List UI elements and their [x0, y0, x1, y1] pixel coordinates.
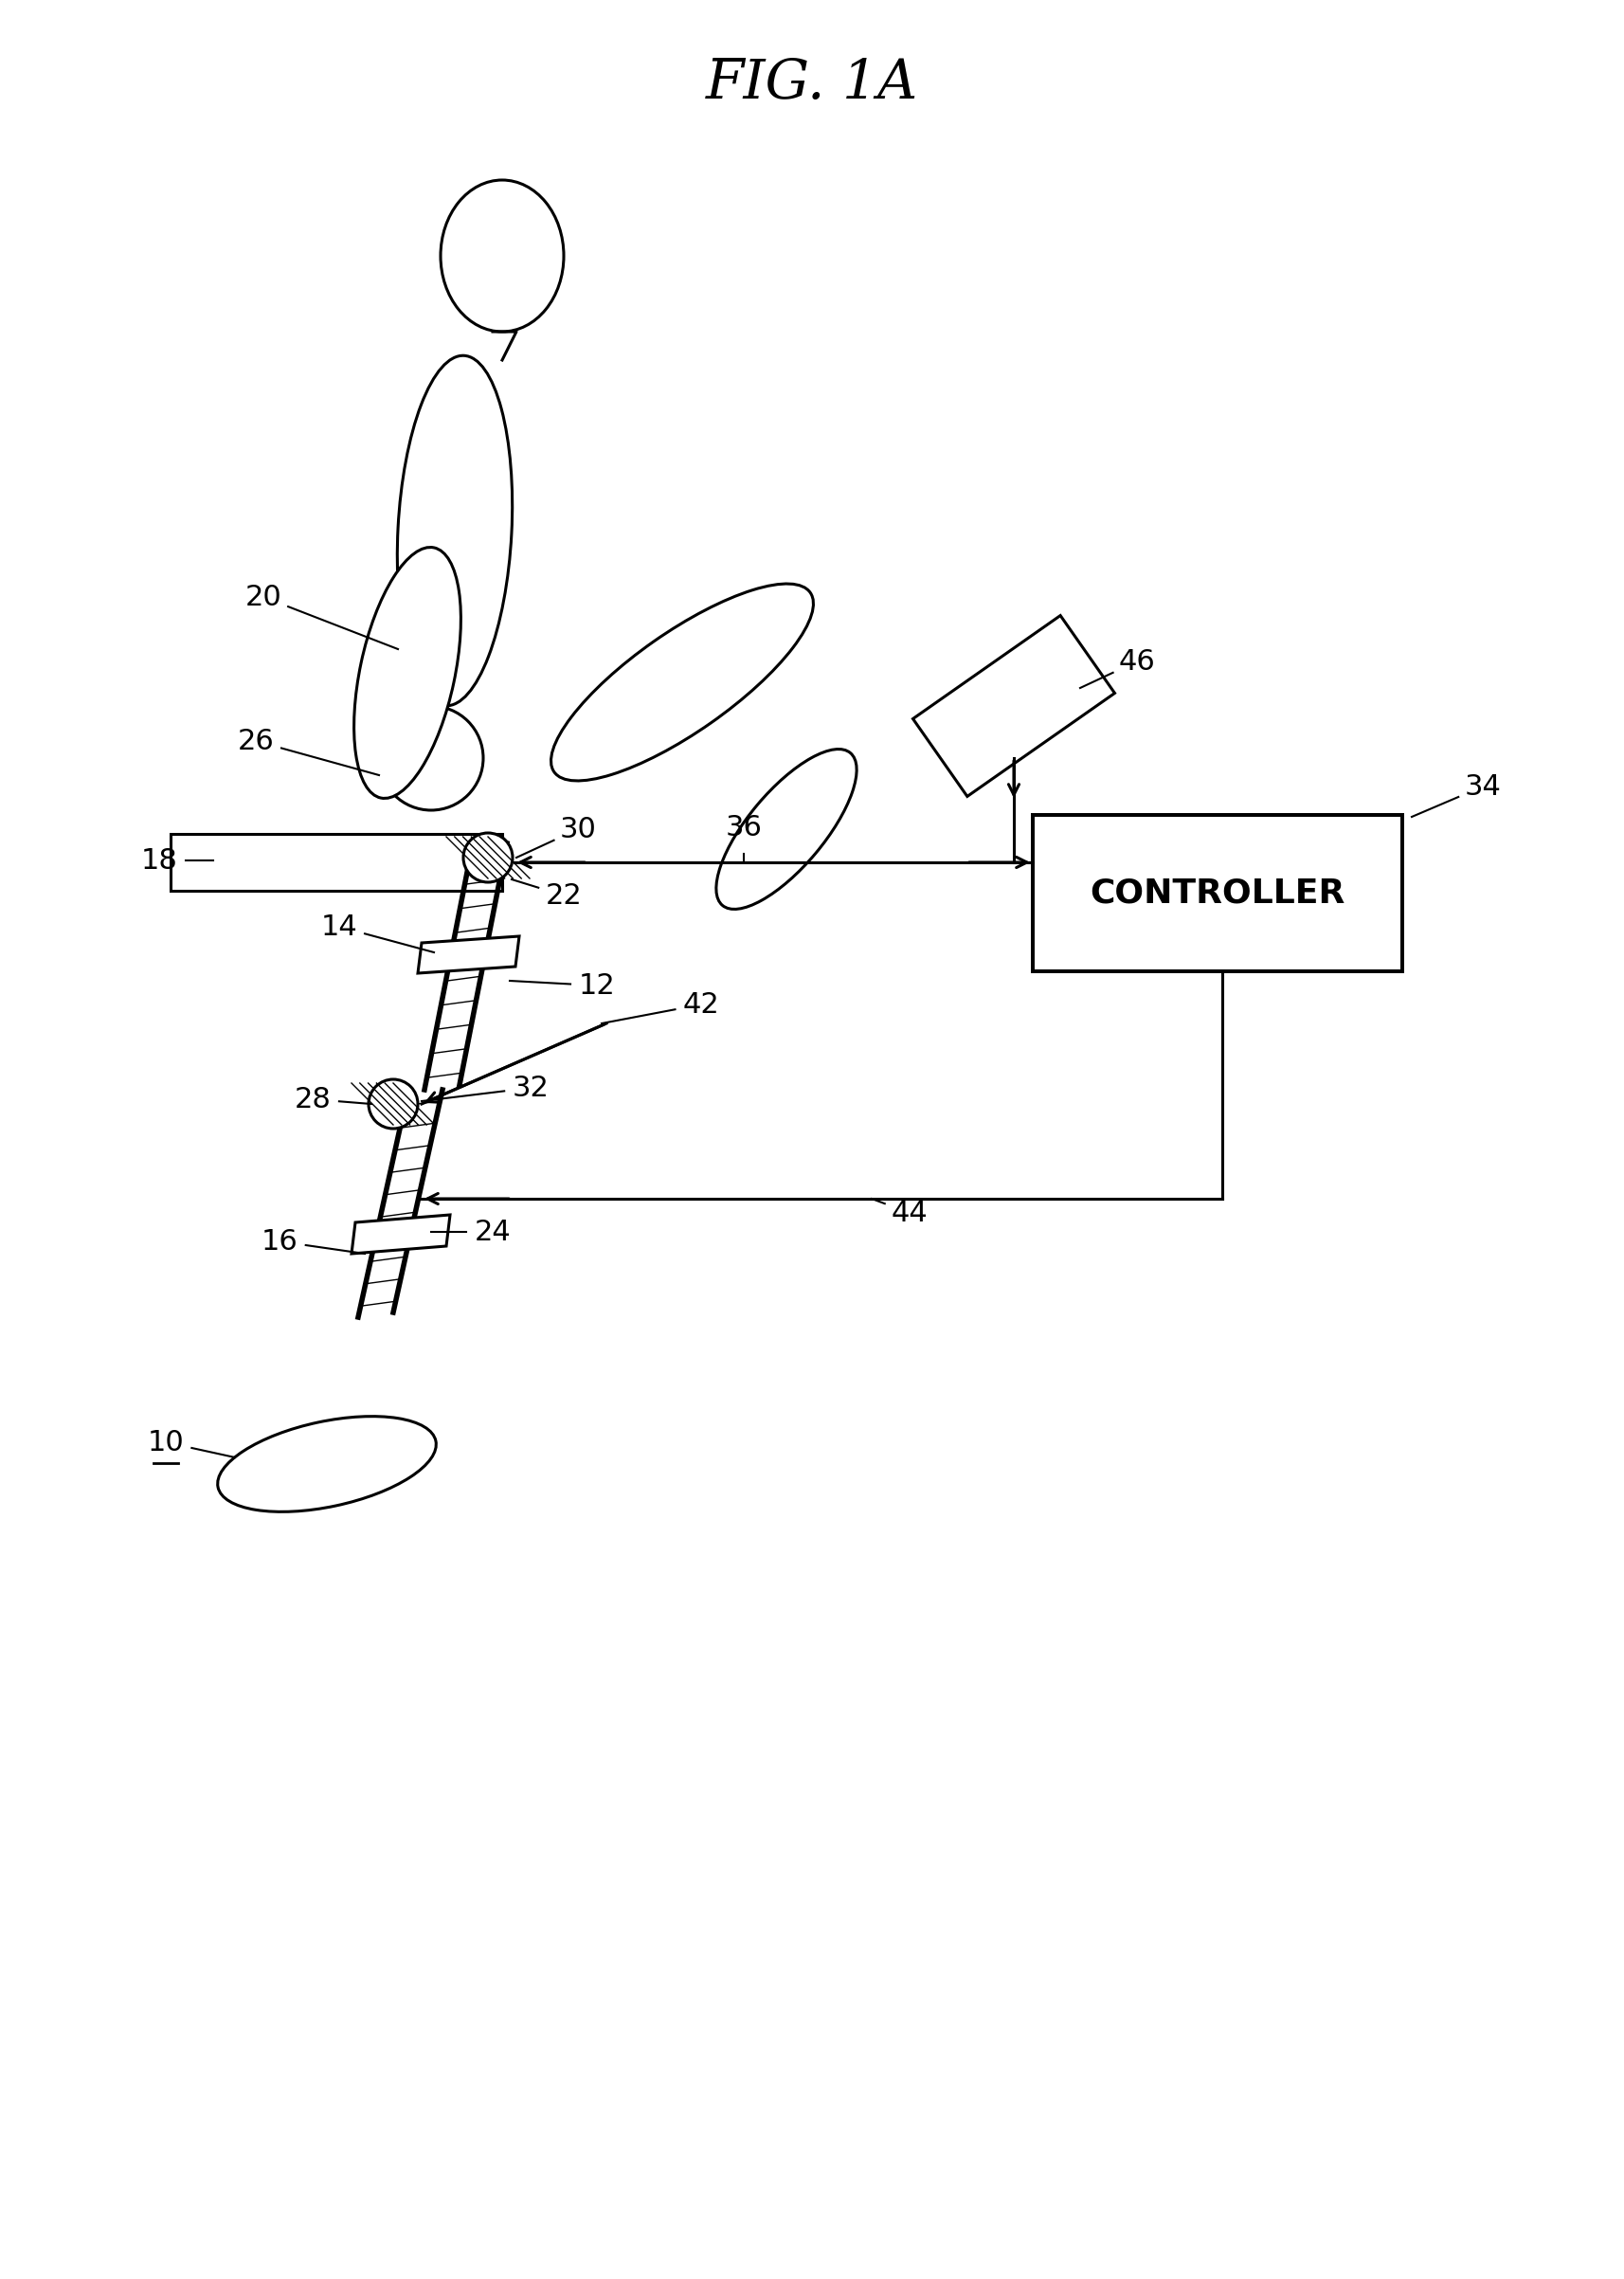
- Text: 18: 18: [141, 848, 177, 875]
- Text: 42: 42: [682, 991, 719, 1019]
- Text: 10: 10: [148, 1429, 184, 1456]
- Bar: [1033, 816, 1402, 971]
- Ellipse shape: [354, 547, 461, 798]
- Text: 44: 44: [890, 1199, 927, 1226]
- Text: 34: 34: [1463, 773, 1501, 800]
- Polygon shape: [351, 1215, 450, 1253]
- Ellipse shape: [716, 750, 856, 909]
- Text: 32: 32: [512, 1073, 549, 1101]
- Polygon shape: [417, 937, 520, 973]
- Ellipse shape: [369, 1080, 417, 1128]
- Text: 28: 28: [294, 1085, 331, 1112]
- Text: 16: 16: [261, 1228, 297, 1256]
- Ellipse shape: [463, 832, 512, 882]
- Ellipse shape: [396, 356, 512, 706]
- Ellipse shape: [551, 583, 814, 782]
- Polygon shape: [913, 615, 1114, 795]
- Ellipse shape: [440, 180, 564, 333]
- Text: 26: 26: [237, 727, 274, 754]
- Text: 46: 46: [1117, 647, 1155, 675]
- Text: 12: 12: [578, 971, 615, 998]
- Text: 20: 20: [245, 583, 281, 611]
- Polygon shape: [171, 834, 502, 891]
- Text: 14: 14: [320, 914, 357, 941]
- Ellipse shape: [378, 706, 482, 811]
- Text: 30: 30: [559, 816, 596, 843]
- Text: FIG. 1A: FIG. 1A: [705, 57, 918, 109]
- Text: 36: 36: [724, 814, 762, 841]
- Text: 22: 22: [546, 882, 581, 909]
- Text: CONTROLLER: CONTROLLER: [1090, 877, 1345, 909]
- Ellipse shape: [218, 1415, 435, 1511]
- Text: 24: 24: [474, 1219, 512, 1247]
